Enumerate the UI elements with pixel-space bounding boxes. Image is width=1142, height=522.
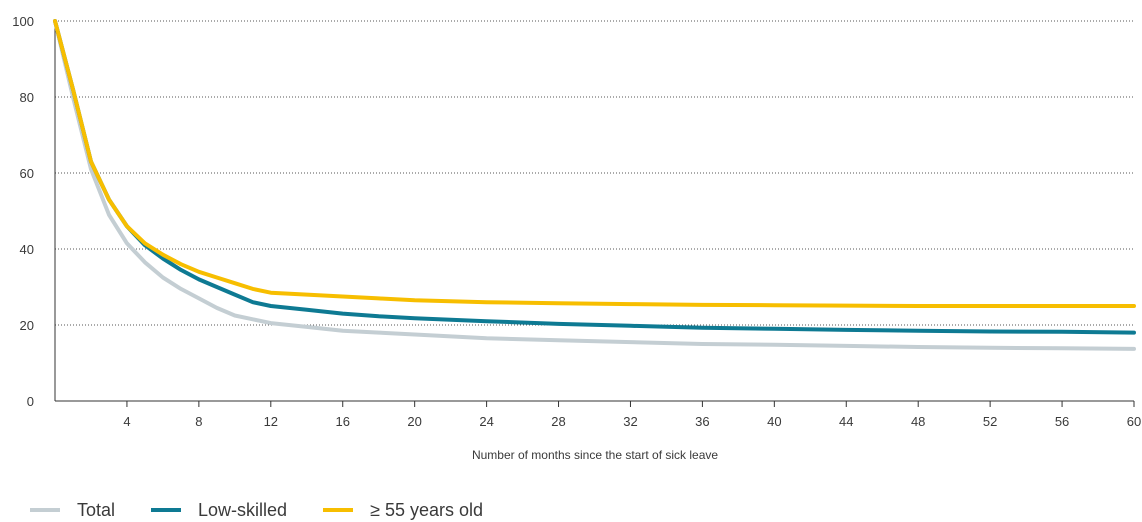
x-tick-label-28: 28 [551, 414, 565, 429]
x-tick-label-4: 4 [123, 414, 130, 429]
legend-label-low-skilled: Low-skilled [198, 500, 288, 520]
series-line-low-skilled [53, 19, 1136, 335]
x-axis-title: Number of months since the start of sick… [472, 448, 718, 462]
axes [54, 21, 1135, 407]
x-tick-label-56: 56 [1055, 414, 1069, 429]
legend-item-55-years-old: ≥ 55 years old [323, 500, 483, 520]
x-tick-label-8: 8 [195, 414, 202, 429]
y-tick-label-20: 20 [20, 318, 34, 333]
x-tick-label-52: 52 [983, 414, 997, 429]
legend-item-low-skilled: Low-skilled [151, 500, 287, 520]
series-line-55-years-old [53, 19, 1136, 308]
y-tick-label-80: 80 [20, 90, 34, 105]
x-tick-label-12: 12 [264, 414, 278, 429]
x-tick-label-20: 20 [407, 414, 421, 429]
x-tick-label-60: 60 [1127, 414, 1141, 429]
y-tick-label-60: 60 [20, 166, 34, 181]
x-tick-label-24: 24 [479, 414, 493, 429]
x-tick-label-36: 36 [695, 414, 709, 429]
legend-swatch-total [30, 508, 60, 512]
legend-swatch-55-years-old [323, 508, 354, 512]
x-tick-label-44: 44 [839, 414, 853, 429]
legend-item-total: Total [30, 500, 115, 520]
y-tick-label-0: 0 [27, 394, 34, 409]
x-tick-label-16: 16 [335, 414, 349, 429]
series-lines [53, 19, 1136, 351]
legend-swatch-low-skilled [151, 508, 182, 512]
x-tick-label-40: 40 [767, 414, 781, 429]
legend: Total Low-skilled ≥ 55 years old [30, 500, 519, 520]
legend-label-55-years-old: ≥ 55 years old [370, 500, 484, 520]
legend-label-total: Total [77, 500, 116, 520]
x-tick-label-32: 32 [623, 414, 637, 429]
x-tick-label-48: 48 [911, 414, 925, 429]
y-tick-label-40: 40 [20, 242, 34, 257]
y-tick-label-100: 100 [12, 14, 34, 29]
series-line-total [53, 19, 1136, 351]
